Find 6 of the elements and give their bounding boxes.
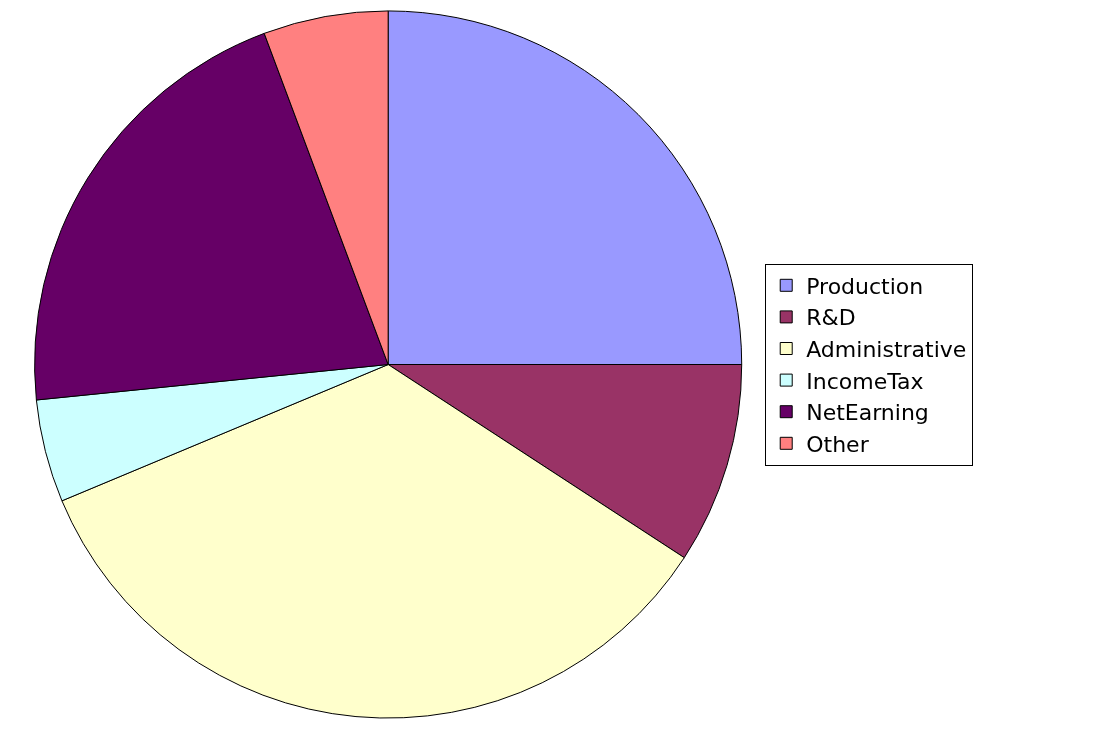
legend-label: Other [806,431,870,457]
legend-label: R&D [806,305,856,331]
legend-label: NetEarning [806,400,929,426]
legend-label: Administrative [806,337,967,363]
legend-label: IncomeTax [806,368,924,394]
legend-label: Production [806,273,924,299]
